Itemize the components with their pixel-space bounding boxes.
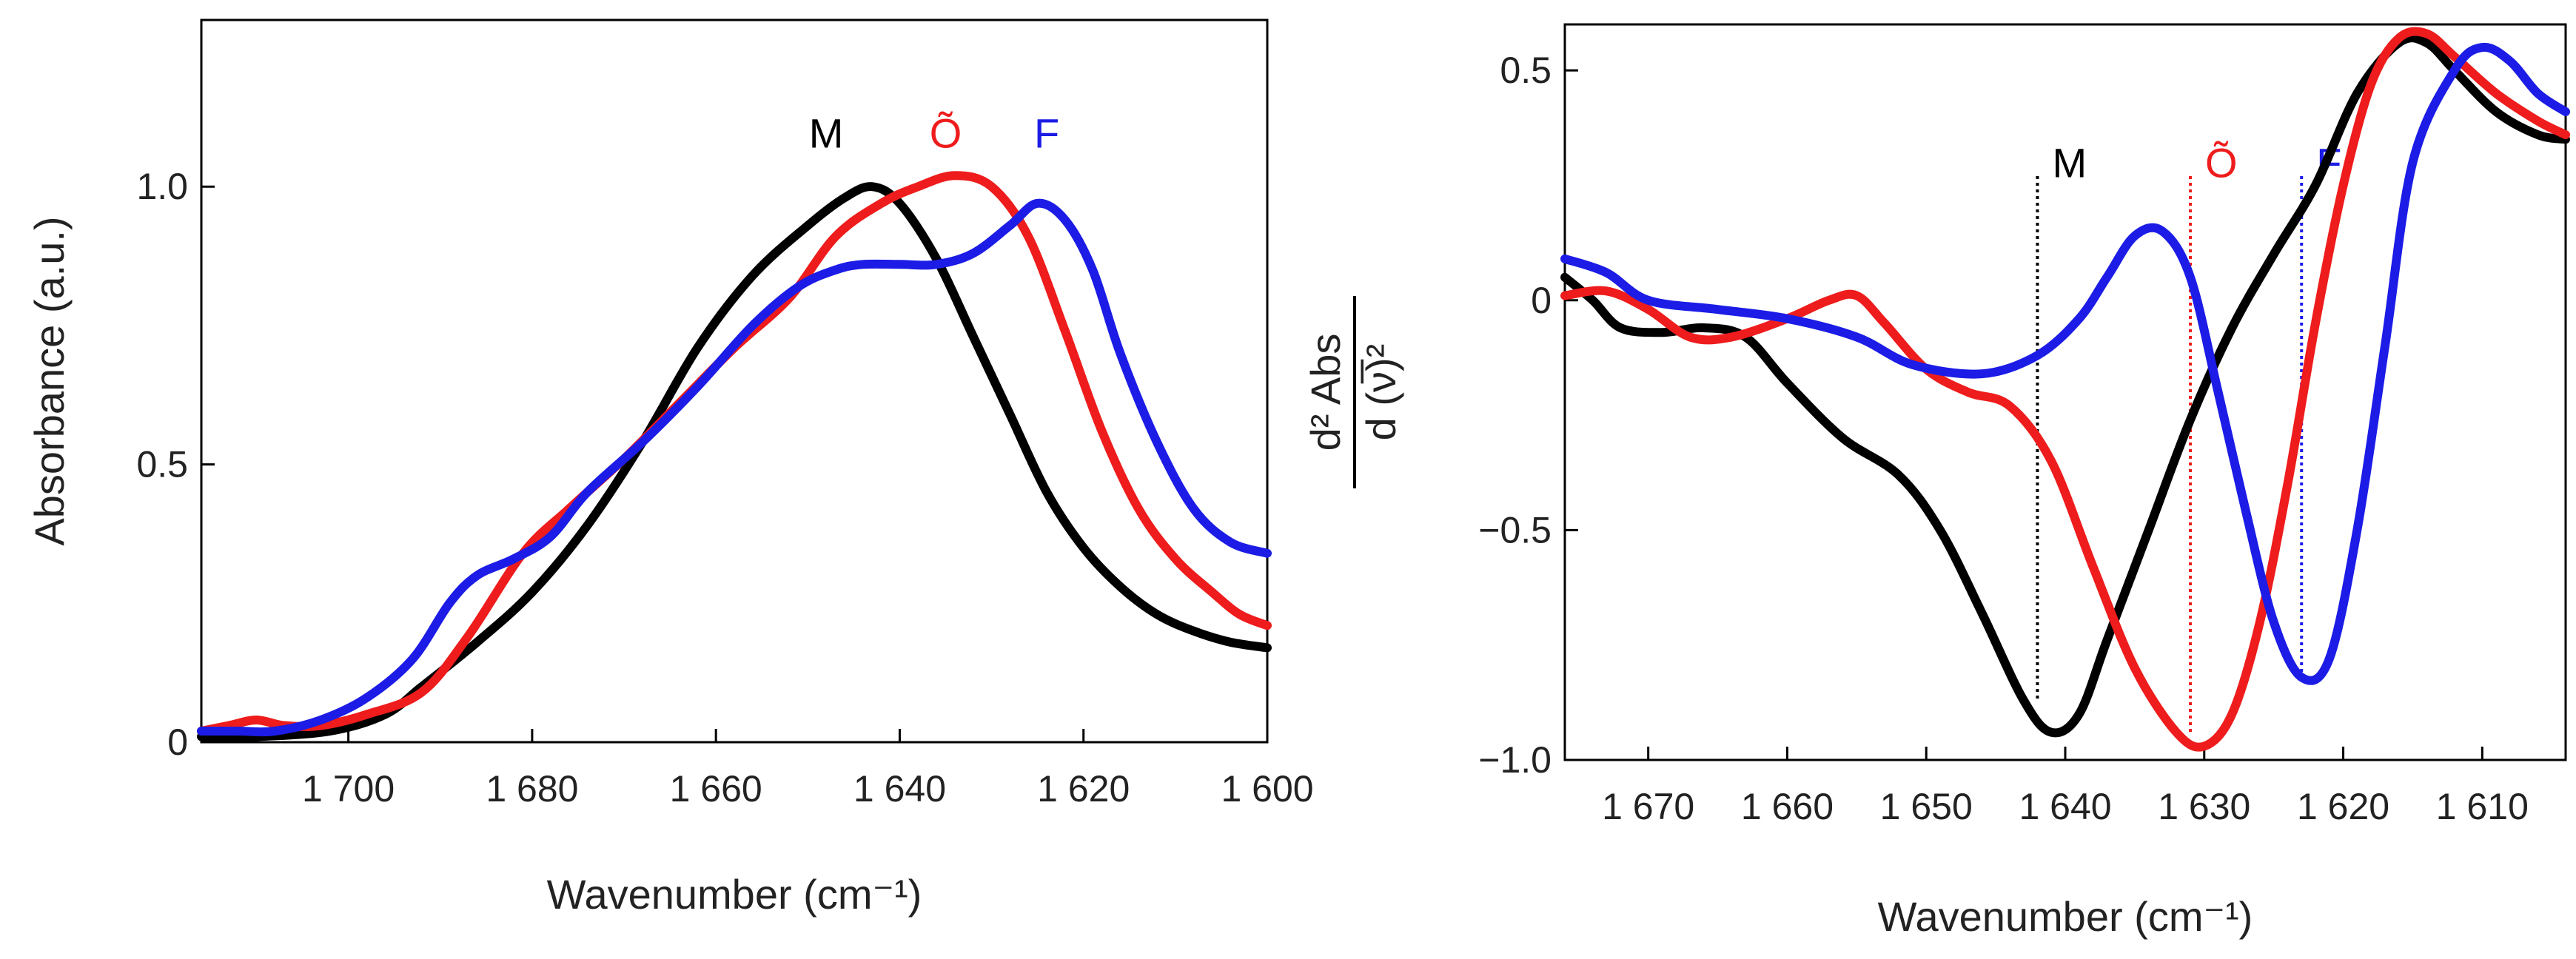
peak-annotation-label: F — [1034, 110, 1059, 157]
y-tick-label: −1.0 — [1478, 739, 1552, 781]
y-tick-label: 0 — [167, 721, 188, 763]
x-tick-label: 1 680 — [486, 768, 578, 810]
peak-marker-label: Õ — [2205, 139, 2238, 186]
series-line — [1560, 27, 2570, 752]
x-tick-label: 1 700 — [302, 768, 395, 810]
x-tick-label: 1 600 — [1221, 768, 1313, 810]
absorbance-series-group — [197, 171, 1272, 742]
x-tick-label: 1 640 — [853, 768, 946, 810]
absorbance-y-ticks: 0 0.5 1.0 — [136, 166, 215, 763]
y-tick-label: −0.5 — [1478, 509, 1552, 551]
y-tick-label: 0.5 — [1500, 50, 1552, 91]
second-derivative-y-ticks: 0.5 0 −0.5 −1.0 — [1478, 50, 1578, 781]
y-axis-title-numerator: d² Abs — [1302, 334, 1349, 451]
series-line — [197, 182, 1272, 742]
series-line — [1560, 42, 2570, 685]
y-tick-label: 0 — [1531, 280, 1552, 321]
x-tick-label: 1 650 — [1880, 786, 1973, 827]
series-line — [197, 171, 1272, 736]
second-derivative-x-ticks: 1 670 1 660 1 650 1 640 1 630 1 620 1 610 — [1602, 747, 2529, 827]
x-tick-label: 1 670 — [1602, 786, 1694, 827]
absorbance-x-ticks: 1 700 1 680 1 660 1 640 1 620 1 600 — [302, 729, 1314, 810]
x-tick-label: 1 620 — [1037, 768, 1130, 810]
second-derivative-chart: 0.50−0.5−1.0 1 670 1 660 1 650 1 640 1 630 1 … — [1302, 23, 2570, 940]
absorbance-chart: 0 0.5 1.0 1 700 1 680 1 660 1 640 1 620 1 600 M… — [26, 18, 1314, 918]
y-tick-label: 1.0 — [136, 166, 188, 207]
x-tick-label: 1 660 — [670, 768, 762, 810]
y-tick-label: 0.5 — [136, 444, 188, 485]
second-derivative-y-axis-title: d² Abs d (ν̅)² — [1302, 296, 1404, 488]
absorbance-plot-frame — [200, 18, 1269, 744]
second-derivative-series-group — [1560, 27, 2570, 752]
peak-annotation-label: Õ — [930, 110, 962, 157]
x-tick-label: 1 630 — [2158, 786, 2250, 827]
second-derivative-plot-frame — [1563, 23, 2567, 761]
peak-marker-label: M — [2052, 139, 2087, 186]
y-axis-title-denominator: d (ν̅)² — [1358, 344, 1404, 441]
x-tick-label: 1 610 — [2436, 786, 2529, 827]
series-line — [197, 198, 1272, 737]
absorbance-x-axis-title: Wavenumber (cm⁻¹) — [547, 871, 922, 918]
x-tick-label: 1 660 — [1741, 786, 1834, 827]
absorbance-y-axis-title: Absorbance (a.u.) — [26, 216, 73, 545]
x-tick-label: 1 620 — [2297, 786, 2389, 827]
x-tick-label: 1 640 — [2019, 786, 2111, 827]
second-derivative-x-axis-title: Wavenumber (cm⁻¹) — [1878, 893, 2253, 940]
peak-annotation-label: M — [809, 110, 844, 157]
